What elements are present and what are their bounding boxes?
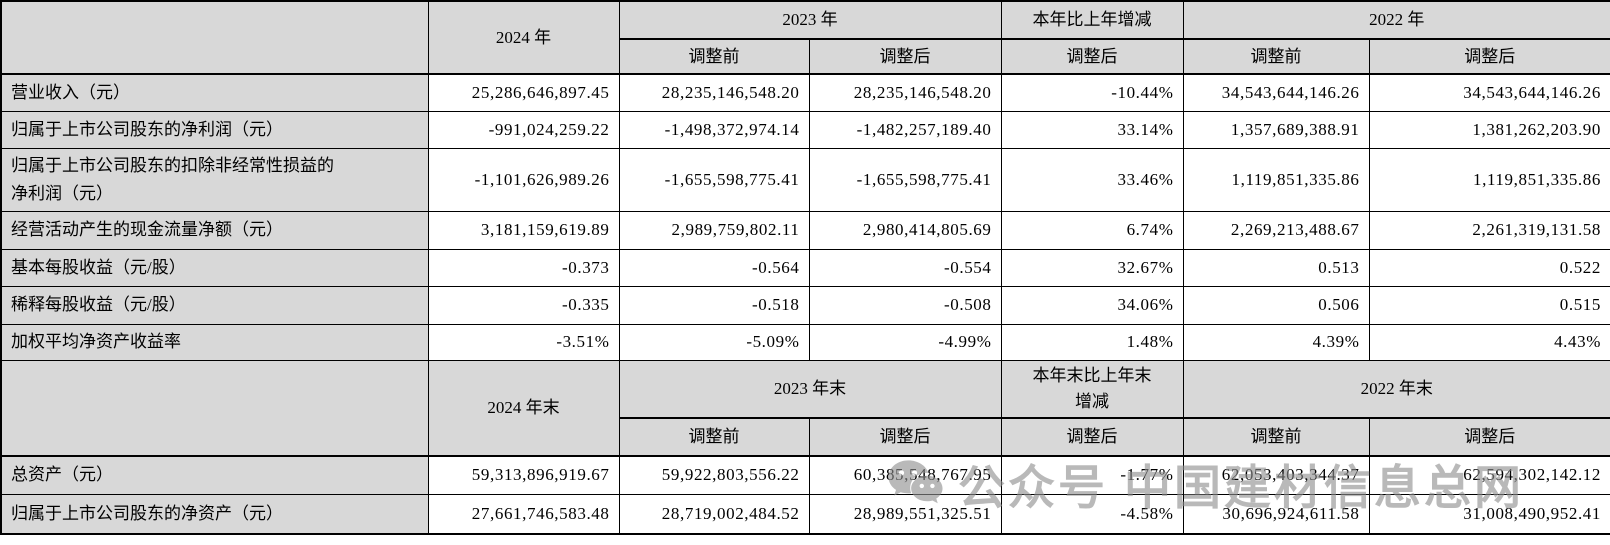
subheader-2023-before: 调整前 [618, 417, 810, 457]
table-row-revenue: 营业收入（元） 25,286,646,897.45 28,235,146,548… [0, 73, 1610, 112]
value-cell: 4.39% [1182, 323, 1370, 361]
value-cell: -0.335 [427, 285, 620, 325]
subheader-2023-after: 调整后 [808, 417, 1002, 457]
value-cell: 2,269,213,488.67 [1182, 210, 1370, 250]
value-cell: -0.554 [808, 248, 1002, 287]
value-cell: 25,286,646,897.45 [427, 73, 620, 112]
value-cell: -1.77% [1000, 455, 1184, 495]
value-cell: -991,024,259.22 [427, 110, 620, 149]
value-cell: 0.513 [1182, 248, 1370, 287]
value-cell: -10.44% [1000, 73, 1184, 112]
value-cell: 2,980,414,805.69 [808, 210, 1002, 250]
subheader-2023-before: 调整前 [618, 38, 810, 75]
value-cell: -1,498,372,974.14 [618, 110, 810, 149]
value-cell: -3.51% [427, 323, 620, 361]
table-row-total-assets: 总资产（元） 59,313,896,919.67 59,922,803,556.… [0, 455, 1610, 495]
subheader-change-after: 调整后 [1000, 417, 1184, 457]
value-cell: 1,357,689,388.91 [1182, 110, 1370, 149]
row-label: 归属于上市公司股东的净利润（元） [0, 110, 429, 149]
value-cell: 60,385,548,767.95 [808, 455, 1002, 495]
value-cell: -1,482,257,189.40 [808, 110, 1002, 149]
row-label: 总资产（元） [0, 455, 429, 495]
subheader-2023-after: 调整后 [808, 38, 1002, 75]
value-cell: 1,119,851,335.86 [1368, 147, 1610, 212]
header-2023-yearend: 2023 年末 [618, 359, 1002, 419]
value-cell: 28,235,146,548.20 [808, 73, 1002, 112]
value-cell: 1,381,262,203.90 [1368, 110, 1610, 149]
header-2024-yearend: 2024 年末 [427, 359, 620, 457]
value-cell: 31,008,490,952.41 [1368, 493, 1610, 535]
value-cell: -0.564 [618, 248, 810, 287]
table-row-operating-cash-flow: 经营活动产生的现金流量净额（元） 3,181,159,619.89 2,989,… [0, 210, 1610, 250]
value-cell: -0.373 [427, 248, 620, 287]
header-year-2023: 2023 年 [618, 0, 1002, 40]
value-cell: 2,261,319,131.58 [1368, 210, 1610, 250]
row-label: 经营活动产生的现金流量净额（元） [0, 210, 429, 250]
value-cell: -0.518 [618, 285, 810, 325]
value-cell: 28,989,551,325.51 [808, 493, 1002, 535]
value-cell: 27,661,746,583.48 [427, 493, 620, 535]
value-cell: 33.14% [1000, 110, 1184, 149]
value-cell: 32.67% [1000, 248, 1184, 287]
value-cell: 6.74% [1000, 210, 1184, 250]
value-cell: 59,313,896,919.67 [427, 455, 620, 495]
table-row-diluted-eps: 稀释每股收益（元/股） -0.335 -0.518 -0.508 34.06% … [0, 285, 1610, 325]
value-cell: 0.515 [1368, 285, 1610, 325]
value-cell: 4.43% [1368, 323, 1610, 361]
table-row-basic-eps: 基本每股收益（元/股） -0.373 -0.564 -0.554 32.67% … [0, 248, 1610, 287]
table-row-weighted-roe: 加权平均净资产收益率 -3.51% -5.09% -4.99% 1.48% 4.… [0, 323, 1610, 361]
corner-empty-cell [0, 359, 429, 457]
value-cell: 2,989,759,802.11 [618, 210, 810, 250]
value-cell: 1,119,851,335.86 [1182, 147, 1370, 212]
row-label: 加权平均净资产收益率 [0, 323, 429, 361]
row-label: 归属于上市公司股东的净资产（元） [0, 493, 429, 535]
header-year-2022: 2022 年 [1182, 0, 1610, 40]
value-cell: 28,235,146,548.20 [618, 73, 810, 112]
table-row-net-profit-deducted: 归属于上市公司股东的扣除非经常性损益的净利润（元） -1,101,626,989… [0, 147, 1610, 212]
value-cell: 59,922,803,556.22 [618, 455, 810, 495]
row-label: 基本每股收益（元/股） [0, 248, 429, 287]
value-cell: -5.09% [618, 323, 810, 361]
row-label: 稀释每股收益（元/股） [0, 285, 429, 325]
subheader-2022-before: 调整前 [1182, 38, 1370, 75]
value-cell: 34,543,644,146.26 [1368, 73, 1610, 112]
value-cell: 28,719,002,484.52 [618, 493, 810, 535]
value-cell: -0.508 [808, 285, 1002, 325]
value-cell: 0.506 [1182, 285, 1370, 325]
row-label: 营业收入（元） [0, 73, 429, 112]
value-cell: 30,696,924,611.58 [1182, 493, 1370, 535]
value-cell: 1.48% [1000, 323, 1184, 361]
row-label: 归属于上市公司股东的扣除非经常性损益的净利润（元） [0, 147, 429, 212]
header-change-yearend: 本年末比上年末增减 [1000, 359, 1184, 419]
subheader-2022-after: 调整后 [1368, 38, 1610, 75]
value-cell: 34,543,644,146.26 [1182, 73, 1370, 112]
value-cell: 62,053,403,344.37 [1182, 455, 1370, 495]
corner-empty-cell [0, 0, 429, 75]
header-year-2024: 2024 年 [427, 0, 620, 75]
table-row-net-assets: 归属于上市公司股东的净资产（元） 27,661,746,583.48 28,71… [0, 493, 1610, 535]
value-cell: 62,594,302,142.12 [1368, 455, 1610, 495]
value-cell: -4.58% [1000, 493, 1184, 535]
value-cell: 34.06% [1000, 285, 1184, 325]
subheader-2022-after: 调整后 [1368, 417, 1610, 457]
subheader-2022-before: 调整前 [1182, 417, 1370, 457]
table-row-net-profit: 归属于上市公司股东的净利润（元） -991,024,259.22 -1,498,… [0, 110, 1610, 149]
value-cell: -1,655,598,775.41 [618, 147, 810, 212]
value-cell: 33.46% [1000, 147, 1184, 212]
header-change-yoy: 本年比上年增减 [1000, 0, 1184, 40]
subheader-change-after: 调整后 [1000, 38, 1184, 75]
value-cell: -1,101,626,989.26 [427, 147, 620, 212]
value-cell: -4.99% [808, 323, 1002, 361]
value-cell: 0.522 [1368, 248, 1610, 287]
header-2022-yearend: 2022 年末 [1182, 359, 1610, 419]
value-cell: 3,181,159,619.89 [427, 210, 620, 250]
value-cell: -1,655,598,775.41 [808, 147, 1002, 212]
